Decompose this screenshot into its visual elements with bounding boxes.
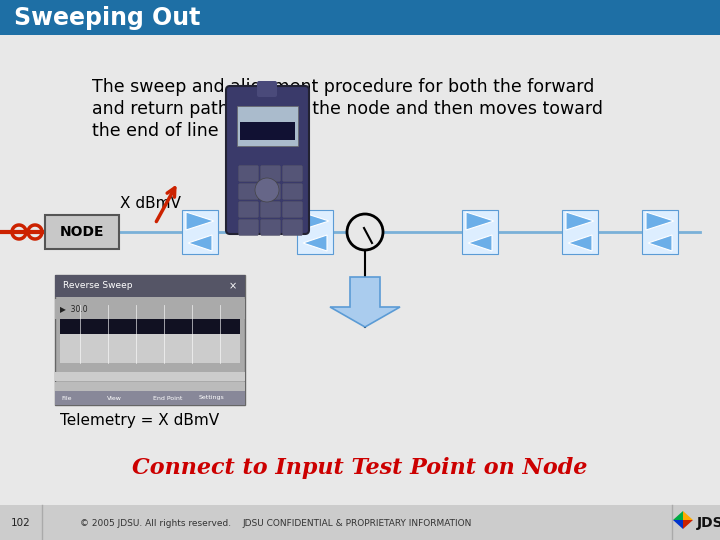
FancyBboxPatch shape bbox=[238, 219, 258, 235]
FancyBboxPatch shape bbox=[0, 505, 720, 540]
FancyBboxPatch shape bbox=[60, 334, 240, 363]
Polygon shape bbox=[466, 212, 494, 230]
FancyBboxPatch shape bbox=[282, 219, 302, 235]
Text: JDSU CONFIDENTIAL & PROPRIETARY INFORMATION: JDSU CONFIDENTIAL & PROPRIETARY INFORMAT… bbox=[243, 518, 472, 528]
Polygon shape bbox=[646, 212, 674, 230]
FancyBboxPatch shape bbox=[562, 210, 598, 254]
FancyBboxPatch shape bbox=[261, 165, 281, 181]
FancyBboxPatch shape bbox=[282, 184, 302, 199]
Circle shape bbox=[255, 178, 279, 202]
FancyBboxPatch shape bbox=[55, 299, 245, 319]
FancyBboxPatch shape bbox=[261, 219, 281, 235]
FancyBboxPatch shape bbox=[55, 372, 245, 381]
FancyBboxPatch shape bbox=[238, 201, 258, 218]
FancyBboxPatch shape bbox=[55, 392, 245, 401]
Text: 102: 102 bbox=[11, 518, 31, 528]
Text: Reverse Sweep: Reverse Sweep bbox=[63, 281, 132, 291]
FancyBboxPatch shape bbox=[60, 304, 240, 334]
FancyBboxPatch shape bbox=[282, 165, 302, 181]
Text: Connect to Input Test Point on Node: Connect to Input Test Point on Node bbox=[132, 457, 588, 479]
FancyBboxPatch shape bbox=[462, 210, 498, 254]
Text: © 2005 JDSU. All rights reserved.: © 2005 JDSU. All rights reserved. bbox=[80, 518, 231, 528]
Text: NODE: NODE bbox=[60, 225, 104, 239]
FancyBboxPatch shape bbox=[55, 275, 245, 297]
Polygon shape bbox=[673, 520, 683, 529]
FancyBboxPatch shape bbox=[238, 184, 258, 199]
FancyBboxPatch shape bbox=[0, 35, 720, 505]
Text: Settings: Settings bbox=[199, 395, 225, 401]
FancyBboxPatch shape bbox=[297, 210, 333, 254]
Text: ▶  30.0: ▶ 30.0 bbox=[60, 305, 88, 314]
Text: Telemetry = X dBmV: Telemetry = X dBmV bbox=[60, 413, 219, 428]
Polygon shape bbox=[330, 277, 400, 327]
Text: End Point: End Point bbox=[153, 395, 182, 401]
Circle shape bbox=[347, 214, 383, 250]
Text: File: File bbox=[61, 395, 71, 401]
Text: View: View bbox=[107, 395, 122, 401]
Polygon shape bbox=[648, 235, 672, 251]
Polygon shape bbox=[188, 235, 212, 251]
FancyBboxPatch shape bbox=[282, 201, 302, 218]
FancyBboxPatch shape bbox=[45, 215, 119, 249]
FancyBboxPatch shape bbox=[261, 201, 281, 218]
FancyBboxPatch shape bbox=[261, 184, 281, 199]
Text: JDSU: JDSU bbox=[697, 516, 720, 530]
Text: X dBmV: X dBmV bbox=[120, 197, 181, 212]
FancyBboxPatch shape bbox=[240, 122, 295, 140]
FancyBboxPatch shape bbox=[642, 210, 678, 254]
Polygon shape bbox=[673, 511, 683, 520]
FancyBboxPatch shape bbox=[226, 86, 309, 234]
Polygon shape bbox=[303, 235, 327, 251]
Text: The sweep and alignment procedure for both the forward: The sweep and alignment procedure for bo… bbox=[92, 78, 595, 96]
Polygon shape bbox=[468, 235, 492, 251]
FancyBboxPatch shape bbox=[237, 106, 298, 146]
FancyBboxPatch shape bbox=[55, 391, 245, 405]
Text: Sweeping Out: Sweeping Out bbox=[14, 6, 200, 30]
FancyBboxPatch shape bbox=[55, 275, 245, 405]
FancyBboxPatch shape bbox=[0, 0, 720, 35]
FancyBboxPatch shape bbox=[238, 165, 258, 181]
Polygon shape bbox=[301, 212, 329, 230]
Polygon shape bbox=[186, 212, 214, 230]
Polygon shape bbox=[683, 520, 693, 529]
Polygon shape bbox=[566, 212, 594, 230]
FancyBboxPatch shape bbox=[257, 81, 277, 97]
FancyBboxPatch shape bbox=[55, 382, 245, 391]
Polygon shape bbox=[568, 235, 592, 251]
Polygon shape bbox=[683, 511, 693, 520]
Text: ×: × bbox=[229, 281, 237, 291]
Text: and return path starts at the node and then moves toward: and return path starts at the node and t… bbox=[92, 100, 603, 118]
FancyBboxPatch shape bbox=[182, 210, 218, 254]
Text: the end of line: the end of line bbox=[92, 122, 219, 140]
